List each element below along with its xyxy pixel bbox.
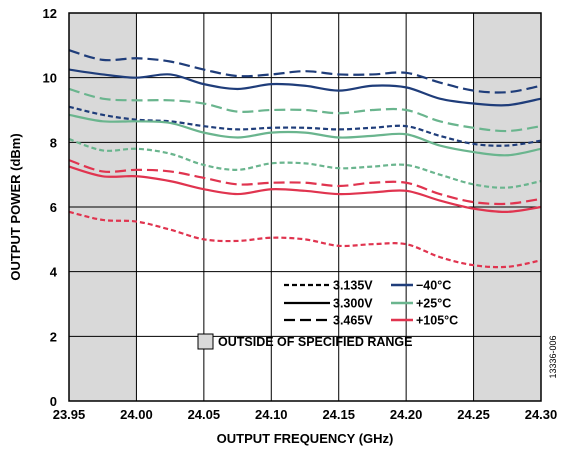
y-tick-label-4: 8 [50,135,57,150]
x-tick-label-7: 24.30 [525,407,558,422]
legend-region-swatch [197,333,214,350]
legend-temp-label-1: +25°C [416,297,451,311]
legend-voltage-label-0: 3.135V [333,279,373,293]
x-tick-label-3: 24.10 [255,407,288,422]
y-tick-label-1: 2 [50,329,57,344]
legend-voltage-label-1: 3.300V [333,297,373,311]
series-line-1 [68,68,542,107]
y-tick-label-6: 12 [43,6,57,21]
x-tick-label-0: 23.95 [53,407,86,422]
plot-frame [68,12,542,402]
y-tick-label-5: 10 [43,71,57,86]
figure-id: 13336-006 [548,335,558,378]
x-tick-label-6: 24.25 [457,407,490,422]
legend-temp-label-0: −40°C [416,279,451,293]
series-line-7 [68,165,542,213]
y-tick-label-3: 6 [50,200,57,215]
legend: 3.135V 3.300V 3.465V −40°C +25°C +105°C OUTSID… [197,279,458,350]
series-line-8 [68,210,542,269]
legend-voltage-label-2: 3.465V [333,314,373,328]
legend-temp-label-2: +105°C [416,314,458,328]
y-tick-label-2: 4 [50,265,58,280]
series-line-6 [68,159,542,206]
y-axis-title: OUTPUT POWER (dBm) [8,133,23,280]
x-tick-label-4: 24.15 [322,407,355,422]
tick-labels: 23.95 24.00 24.05 24.10 24.15 24.20 24.25 24.30… [43,6,558,422]
series-line-5 [68,138,542,189]
x-tick-label-5: 24.20 [390,407,423,422]
y-tick-label-0: 0 [50,394,57,409]
x-axis-title: OUTPUT FREQUENCY (GHz) [217,431,394,446]
series-lines [68,49,542,269]
series-line-2 [68,87,542,133]
x-tick-label-1: 24.00 [120,407,153,422]
series-line-0 [68,49,542,94]
x-tick-label-2: 24.05 [188,407,221,422]
legend-region-label: OUTSIDE OF SPECIFIED RANGE [218,335,412,349]
series-line-4 [68,113,542,157]
